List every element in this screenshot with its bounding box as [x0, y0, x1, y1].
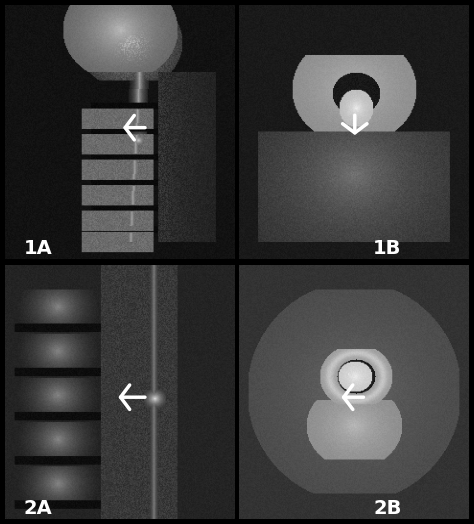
Text: 2A: 2A: [24, 499, 52, 518]
Text: 1B: 1B: [373, 239, 401, 258]
Text: 1A: 1A: [24, 239, 52, 258]
Text: 2B: 2B: [373, 499, 401, 518]
